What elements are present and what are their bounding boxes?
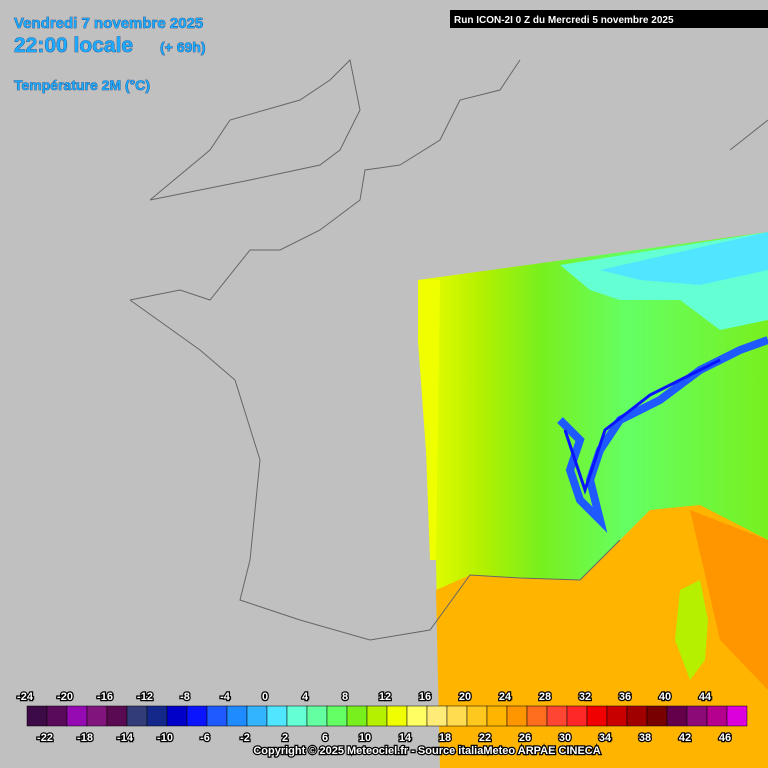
legend-label: -18 — [77, 732, 93, 744]
parameter-text: Température 2M (°C) — [14, 77, 150, 93]
legend-swatch — [146, 705, 168, 727]
legend-swatch — [446, 705, 468, 727]
coast-east — [729, 119, 768, 151]
legend-swatch — [126, 705, 148, 727]
legend-label: 0 — [262, 691, 268, 703]
legend-label: -2 — [240, 732, 250, 744]
legend-label: -22 — [37, 732, 53, 744]
run-text: Run ICON-2I 0 Z du Mercredi 5 novembre 2… — [454, 15, 674, 26]
coast-benelux — [399, 59, 521, 166]
legend-swatch — [26, 705, 48, 727]
legend-label: 18 — [439, 732, 451, 744]
legend-label: 34 — [599, 732, 612, 744]
legend-swatch — [726, 705, 748, 727]
legend-swatch — [426, 705, 448, 727]
legend: -24-22-20-18-16-14-12-10-8-6-4-202468101… — [16, 690, 748, 745]
legend-swatch — [406, 705, 428, 727]
legend-label: 10 — [359, 732, 371, 744]
legend-swatch — [246, 705, 268, 727]
copyright: Copyright © 2025 Meteociel.fr - Source i… — [253, 745, 600, 757]
legend-label: -4 — [220, 691, 231, 703]
legend-label: -16 — [97, 691, 113, 703]
field-cold — [600, 232, 768, 285]
legend-swatch — [386, 705, 408, 727]
coast-uk — [149, 58, 361, 201]
legend-swatch — [506, 705, 528, 727]
legend-label: 46 — [719, 732, 731, 744]
legend-label: 24 — [499, 691, 512, 703]
legend-swatch — [166, 705, 188, 727]
legend-label: 42 — [679, 732, 691, 744]
legend-swatch — [306, 705, 328, 727]
legend-swatch — [266, 705, 288, 727]
legend-label: 44 — [699, 691, 712, 703]
lead-text: (+ 69h) — [160, 39, 206, 55]
legend-label: 30 — [559, 732, 571, 744]
legend-label: 38 — [639, 732, 651, 744]
legend-label: -10 — [157, 732, 173, 744]
legend-swatch — [106, 705, 128, 727]
legend-swatch — [526, 705, 548, 727]
legend-label: 26 — [519, 732, 531, 744]
legend-swatch — [666, 705, 688, 727]
coast-west-south — [129, 299, 621, 641]
legend-swatch — [286, 705, 308, 727]
legend-label: 12 — [379, 691, 391, 703]
legend-swatch — [646, 705, 668, 727]
field-sea — [436, 505, 768, 768]
legend-swatch — [546, 705, 568, 727]
legend-label: 8 — [342, 691, 348, 703]
legend-swatch — [486, 705, 508, 727]
legend-label: 22 — [479, 732, 491, 744]
field-edge — [418, 280, 440, 560]
legend-swatch — [366, 705, 388, 727]
legend-label: 14 — [399, 732, 412, 744]
coastlines — [129, 58, 768, 641]
legend-swatch — [86, 705, 108, 727]
legend-swatch — [586, 705, 608, 727]
legend-label: 16 — [419, 691, 431, 703]
legend-label: 2 — [282, 732, 288, 744]
date-text: Vendredi 7 novembre 2025 — [14, 15, 203, 32]
legend-swatch — [686, 705, 708, 727]
legend-label: 36 — [619, 691, 631, 703]
time-text: 22:00 locale — [14, 34, 133, 57]
legend-label: -6 — [200, 732, 210, 744]
legend-label: 6 — [322, 732, 328, 744]
legend-label: -8 — [180, 691, 190, 703]
legend-swatch — [346, 705, 368, 727]
legend-label: -24 — [17, 691, 34, 703]
legend-swatch — [186, 705, 208, 727]
legend-label: -14 — [117, 732, 134, 744]
legend-label: -20 — [57, 691, 73, 703]
legend-swatch — [66, 705, 88, 727]
legend-swatch — [566, 705, 588, 727]
legend-swatch — [46, 705, 68, 727]
corsica — [675, 580, 708, 680]
legend-swatch — [626, 705, 648, 727]
legend-swatch — [226, 705, 248, 727]
legend-swatch — [466, 705, 488, 727]
legend-label: 28 — [539, 691, 551, 703]
legend-swatch — [206, 705, 228, 727]
run-box — [450, 10, 768, 28]
model-field — [418, 232, 768, 768]
legend-label: -12 — [137, 691, 153, 703]
legend-label: 32 — [579, 691, 591, 703]
field-alps-peak — [563, 358, 721, 495]
legend-swatch — [706, 705, 728, 727]
legend-label: 4 — [302, 691, 309, 703]
legend-label: 40 — [659, 691, 671, 703]
legend-swatch — [606, 705, 628, 727]
field-sea-warm — [690, 510, 768, 690]
legend-label: 20 — [459, 691, 471, 703]
legend-swatch — [326, 705, 348, 727]
coast-north — [129, 164, 401, 301]
